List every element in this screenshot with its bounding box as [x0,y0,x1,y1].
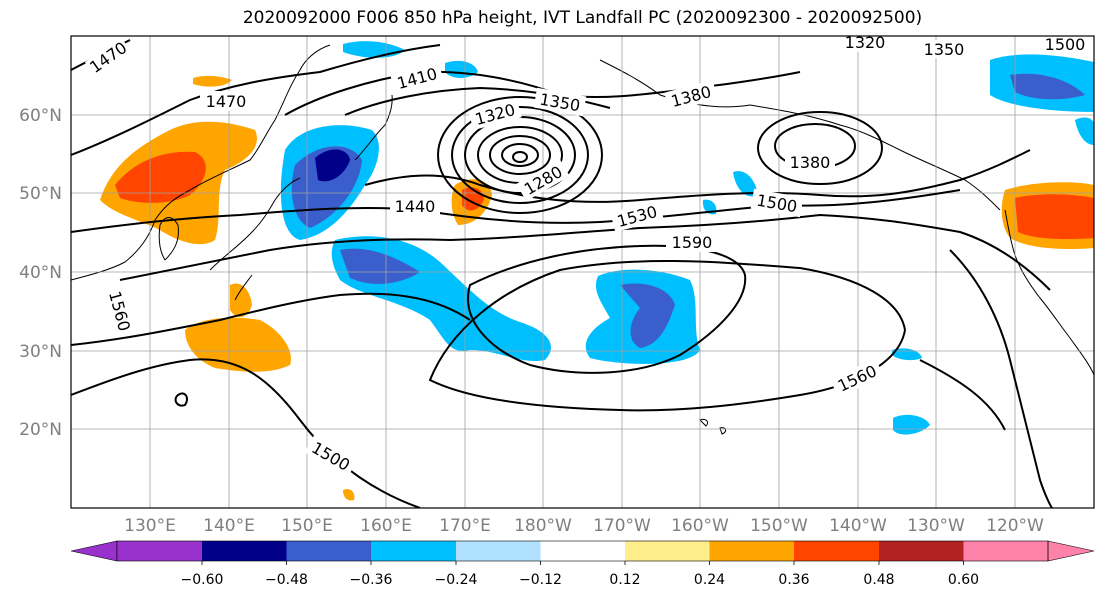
colorbar-segment [963,541,1048,561]
positive-ivt-region [193,75,232,87]
contour-label: 1320 [845,33,886,52]
contour-line [71,292,471,346]
contour-label: 1500 [1045,35,1086,54]
contour-line [919,359,1006,431]
colorbar-segment [794,541,879,561]
positive-ivt-region [115,151,206,203]
lon-label: 130°W [907,516,965,536]
contour-label: 1350 [924,40,965,59]
low-center-contour [437,96,603,214]
lat-label: 50°N [19,184,62,204]
colorbar-segment [371,541,456,561]
lon-label: 180°W [514,516,572,536]
negative-ivt-region [1010,73,1085,100]
colorbar-tick-label: −0.36 [350,572,393,588]
contour-labels: 1470 1470 1410 1350 1320 1380 1320 1350 … [84,33,1090,478]
graticule [71,36,1094,508]
low-center-contour [501,143,539,167]
colorbar-segment [879,541,964,561]
colorbar-tick-label: −0.60 [181,572,224,588]
colorbar-extend-high [1047,540,1095,562]
contour-line [428,260,907,412]
low-center-contour [757,111,883,185]
lon-label: 140°W [829,516,887,536]
colorbar: −0.60 −0.48 −0.36 −0.24 −0.12 0.12 0.24 … [70,540,1095,588]
negative-ivt-region [1075,117,1094,145]
colorbar-tick-label: 0.60 [948,572,979,588]
colorbar-tick-label: 0.48 [863,572,894,588]
lon-label: 170°W [593,516,651,536]
negative-ivt-region [315,149,350,182]
positive-ivt-region [343,489,355,501]
contour-label: 1590 [672,233,713,252]
negative-ivt-region [340,248,420,284]
lon-label: 130°E [124,516,176,536]
contour-line [174,392,188,407]
lat-label: 40°N [19,263,62,283]
positive-ivt-region [230,283,252,318]
longitude-labels: 130°E 140°E 150°E 160°E 170°E 180°W 170°… [124,516,1044,536]
contour-label: 1380 [790,153,831,172]
colorbar-segment [709,541,794,561]
map-title: 2020092000 F006 850 hPa height, IVT Land… [242,8,923,28]
contour-line [949,249,1053,508]
lon-label: 160°W [671,516,729,536]
negative-ivt-region [620,283,675,348]
japan-coastline [209,177,301,301]
ivt-shading [100,41,1094,501]
map-frame [70,35,1095,509]
colorbar-segment [540,541,625,561]
latitude-labels: 60°N 50°N 40°N 30°N 20°N [19,106,62,440]
colorbar-tick-label: 0.24 [694,572,725,588]
colorbar-segment [456,541,541,561]
positive-ivt-region [1015,194,1094,240]
colorbar-tick-label: 0.12 [609,572,640,588]
lat-label: 60°N [19,106,62,126]
lon-label: 140°E [203,516,255,536]
colorbar-tick-label: −0.48 [265,572,308,588]
low-center-contour [512,151,528,163]
lon-label: 160°E [360,516,412,536]
contour-line [467,244,747,374]
contour-label: 1470 [206,92,247,111]
kamchatka-coastline [354,94,393,161]
namerica-west-coastline [1004,209,1094,376]
lon-label: 150°W [750,516,808,536]
lat-label: 30°N [19,342,62,362]
low-center-contour [451,106,589,204]
colorbar-segment [117,541,202,561]
low-center-contour [489,135,551,175]
contour-line [71,44,441,156]
colorbar-extend-low [70,540,118,562]
lon-label: 150°E [281,516,333,536]
contour-label: 1440 [395,197,436,216]
lon-label: 120°W [986,516,1044,536]
colorbar-segment [625,541,710,561]
negative-ivt-region [733,171,758,197]
contour-line [364,149,1031,203]
negative-ivt-region [893,414,930,435]
korea-coastline [158,217,179,261]
colorbar-tick-label: −0.24 [435,572,478,588]
lat-label: 20°N [19,420,62,440]
positive-ivt-region [185,317,291,372]
colorbar-tick-label: 0.36 [778,572,809,588]
colorbar-tick-label: −0.12 [519,572,562,588]
contour-line [71,358,421,508]
colorbar-segment [202,541,287,561]
lon-label: 170°E [439,516,491,536]
hawaii-islands [699,419,727,435]
colorbar-segment [286,541,371,561]
